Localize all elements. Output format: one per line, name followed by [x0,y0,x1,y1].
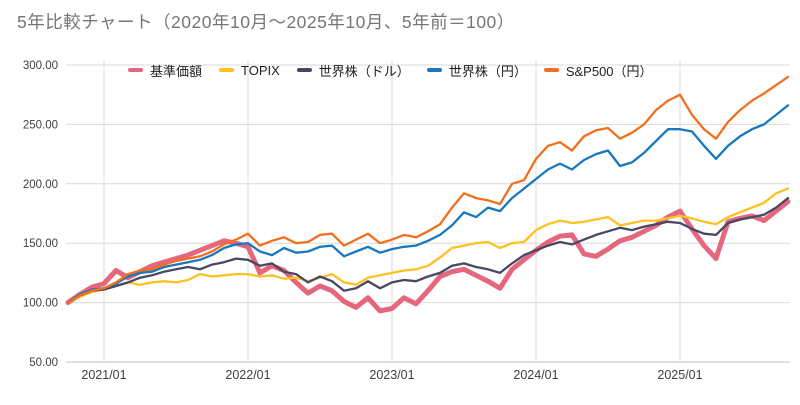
y-axis-tick-label: 50.00 [29,357,58,369]
legend-label-world-usd: 世界株（ドル） [318,63,410,79]
legend-swatch-topix [219,67,235,73]
series-line-fund [65,199,791,314]
legend-label-fund: 基準価額 [150,63,203,79]
legend-swatch-world-jpy [426,67,442,73]
legend-item-world-usd: 世界株（ドル） [296,61,410,80]
y-axis-tick-label: 250.00 [23,119,58,131]
x-axis-tick-label: 2024/01 [513,368,558,382]
legend-swatch-world-usd [296,67,312,73]
legend-item-topix: TOPIX [219,63,280,78]
x-axis-tick-label: 2023/01 [369,368,414,382]
x-axis-tick-label: 2022/01 [225,368,270,382]
series-line-world-jpy [66,104,790,304]
x-axis-tick-label: 2025/01 [657,368,702,382]
y-axis-tick-label: 300.00 [23,60,58,72]
series-line-topix [66,187,790,304]
legend-item-sp500-jpy: S&P500（円） [543,61,653,80]
legend-label-world-jpy: 世界株（円） [448,63,527,79]
y-axis-tick-label: 200.00 [23,179,58,191]
chart-legend: 基準価額 TOPIX 世界株（ドル） 世界株（円） S&P500（円） [128,60,653,80]
chart-title: 5年比較チャート（2020年10月〜2025年10月、5年前＝100） [17,12,515,32]
legend-swatch-fund [128,67,143,73]
x-axis-tick-label: 2021/01 [81,368,126,382]
legend-swatch-sp500-jpy [543,67,559,73]
legend-item-world-jpy: 世界株（円） [426,61,527,80]
legend-label-topix: TOPIX [241,62,280,78]
y-axis-tick-label: 150.00 [23,238,58,250]
legend-label-sp500-jpy: S&P500（円） [565,63,653,79]
series-line-sp500-jpy [66,75,790,304]
legend-item-fund: 基準価額 [128,61,202,80]
y-axis-tick-label: 100.00 [23,298,58,310]
series-line-world-usd [66,196,790,304]
